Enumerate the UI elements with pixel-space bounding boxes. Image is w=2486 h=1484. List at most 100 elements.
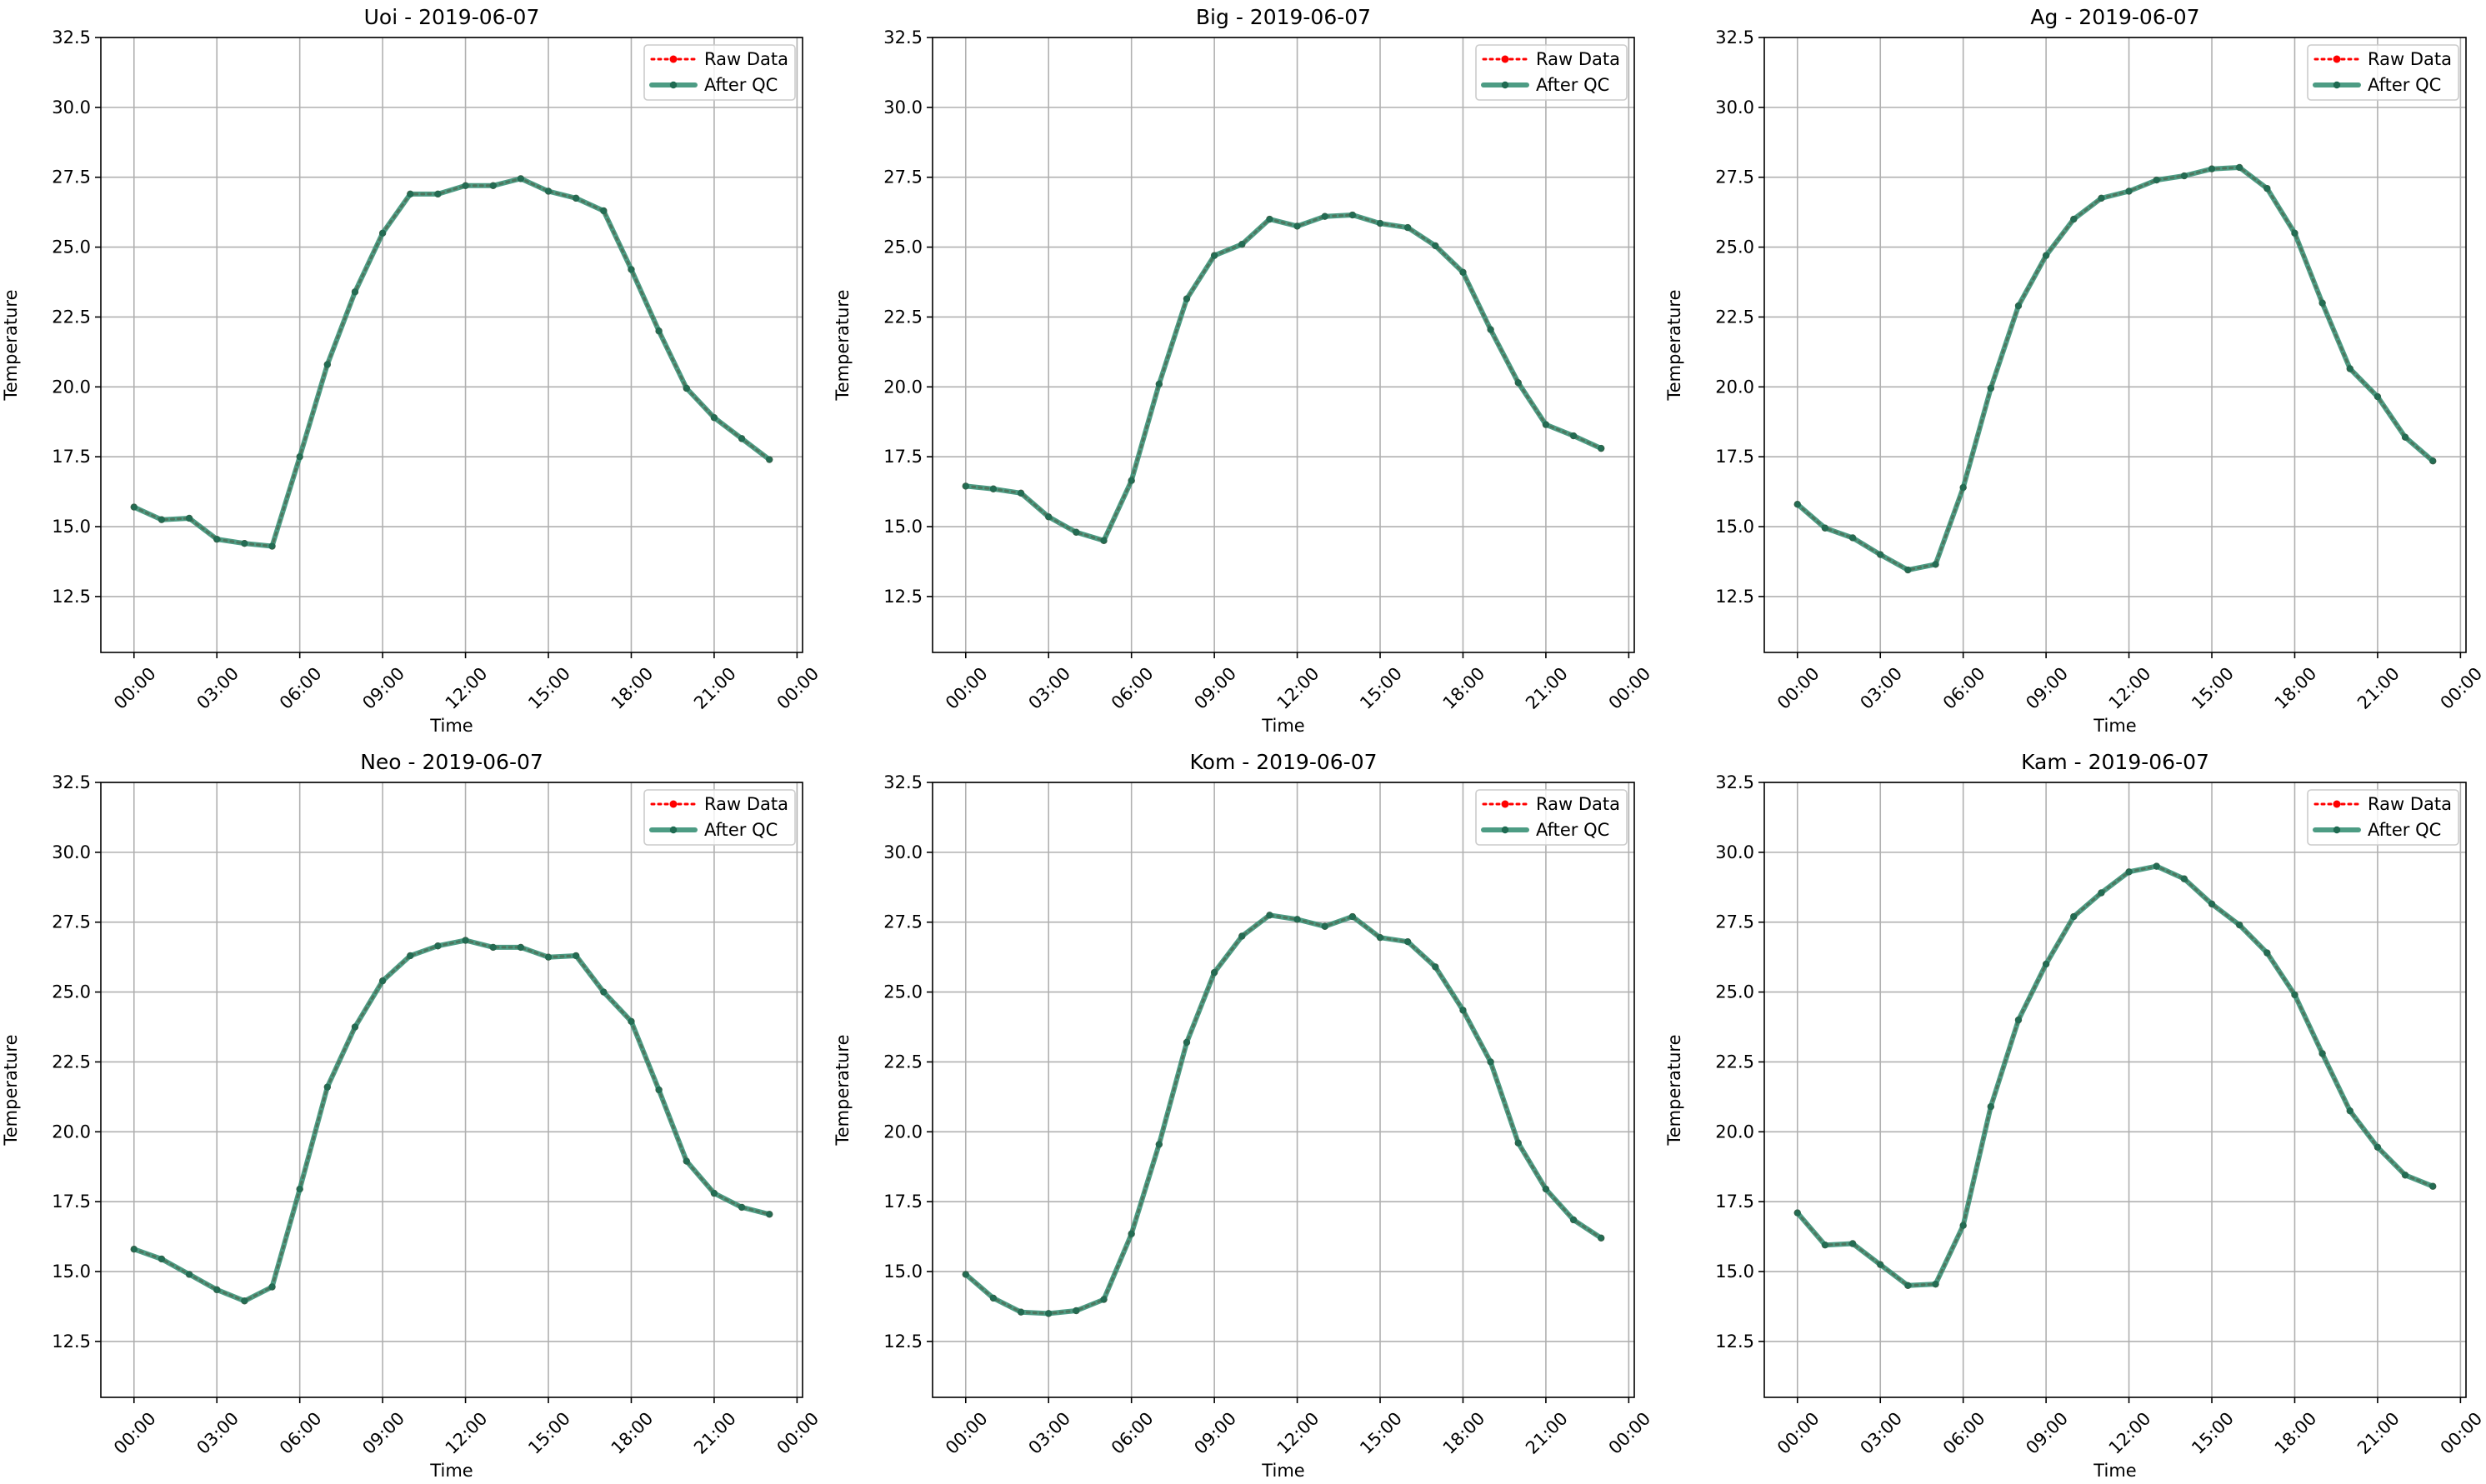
- data-point-after-qc: [1598, 444, 1605, 452]
- legend-label-after-qc: After QC: [704, 820, 778, 840]
- data-point-after-qc: [1459, 268, 1467, 276]
- y-tick-label: 15.0: [883, 1262, 923, 1282]
- y-tick-label: 22.5: [1715, 307, 1754, 327]
- y-tick-label: 30.0: [1715, 97, 1754, 117]
- plot-frame: [932, 782, 1635, 1398]
- chart-title: Kom - 2019-06-07: [1190, 750, 1378, 774]
- plot-frame: [1763, 782, 2467, 1398]
- data-point-after-qc: [1598, 1234, 1605, 1242]
- data-point-after-qc: [710, 1189, 718, 1197]
- y-tick-label: 17.5: [52, 1192, 91, 1212]
- data-point-after-qc: [544, 953, 553, 961]
- data-point-after-qc: [1100, 537, 1108, 545]
- data-point-after-qc: [407, 190, 414, 198]
- data-point-after-qc: [378, 229, 387, 237]
- data-point-after-qc: [1959, 483, 1967, 492]
- y-tick-label: 32.5: [1715, 27, 1754, 47]
- data-point-after-qc: [489, 182, 497, 189]
- y-tick-label: 20.0: [883, 1122, 923, 1142]
- data-point-after-qc: [1793, 1209, 1801, 1217]
- data-point-after-qc: [517, 943, 525, 952]
- y-tick-label: 27.5: [883, 167, 923, 187]
- data-point-after-qc: [962, 482, 969, 490]
- data-point-after-qc: [1432, 242, 1439, 250]
- y-tick-label: 12.5: [52, 1332, 91, 1352]
- data-point-after-qc: [1793, 501, 1801, 508]
- y-tick-label: 25.0: [883, 237, 923, 257]
- y-tick-label: 15.0: [883, 517, 923, 537]
- y-tick-label: 20.0: [883, 377, 923, 397]
- data-point-after-qc: [2014, 302, 2023, 310]
- grid: [1764, 37, 2466, 652]
- data-point-after-qc: [2263, 949, 2271, 957]
- data-point-after-qc: [989, 1294, 998, 1302]
- x-axis-label: Time: [1261, 1461, 1304, 1481]
- data-point-after-qc: [1376, 933, 1384, 942]
- y-tick-label: 12.5: [883, 1332, 923, 1352]
- data-point-after-qc: [1348, 912, 1357, 921]
- y-tick-label: 25.0: [52, 237, 91, 257]
- y-tick-label: 12.5: [883, 587, 923, 607]
- y-tick-label: 15.0: [1715, 1262, 1754, 1282]
- x-axis-label: Time: [2093, 1461, 2136, 1481]
- y-tick-label: 27.5: [1715, 912, 1754, 932]
- y-tick-label: 20.0: [1715, 1122, 1754, 1142]
- data-point-after-qc: [323, 1083, 332, 1091]
- y-tick-label: 15.0: [1715, 517, 1754, 537]
- legend-marker-after-qc: [2333, 81, 2341, 89]
- plot-frame: [100, 37, 803, 653]
- legend-marker-after-qc: [2333, 826, 2341, 834]
- data-point-after-qc: [1432, 963, 1439, 971]
- data-point-after-qc: [1821, 1241, 1829, 1249]
- data-point-after-qc: [1293, 222, 1301, 230]
- series-line-after-qc: [1794, 165, 2436, 572]
- series-line-after-qc: [963, 912, 1604, 1317]
- data-point-after-qc: [628, 266, 635, 273]
- x-axis-label: Time: [429, 1461, 473, 1481]
- y-axis-label: Temperature: [1664, 1034, 1684, 1146]
- y-tick-label: 12.5: [1715, 587, 1754, 607]
- legend: Raw Data After QC: [2307, 44, 2459, 101]
- legend-marker-raw-data: [669, 55, 678, 63]
- data-point-after-qc: [2098, 194, 2105, 202]
- y-tick-label: 32.5: [52, 27, 91, 47]
- grid: [101, 37, 803, 652]
- data-point-after-qc: [2070, 215, 2078, 223]
- y-axis-label: Temperature: [833, 1034, 853, 1146]
- y-axis-label: Temperature: [1664, 289, 1684, 401]
- y-tick-label: 30.0: [52, 842, 91, 862]
- legend: Raw Data After QC: [1475, 44, 1628, 101]
- data-point-after-qc: [130, 1246, 138, 1253]
- data-point-after-qc: [766, 1211, 773, 1218]
- data-point-after-qc: [1376, 219, 1384, 227]
- y-tick-label: 15.0: [52, 1262, 91, 1282]
- data-point-after-qc: [296, 452, 303, 461]
- data-point-after-qc: [462, 182, 469, 189]
- y-tick-label: 17.5: [1715, 1192, 1754, 1212]
- legend-label-raw-data: Raw Data: [2368, 794, 2452, 814]
- legend-label-after-qc: After QC: [1536, 820, 1609, 840]
- y-tick-label: 32.5: [1715, 772, 1754, 792]
- data-point-after-qc: [600, 207, 608, 215]
- data-point-after-qc: [1017, 489, 1025, 497]
- y-tick-label: 22.5: [52, 1052, 91, 1072]
- y-tick-label: 27.5: [52, 912, 91, 932]
- y-tick-label: 27.5: [52, 167, 91, 187]
- data-point-after-qc: [434, 190, 442, 198]
- y-axis-label: Temperature: [1, 1034, 21, 1146]
- data-point-after-qc: [600, 988, 608, 996]
- data-point-after-qc: [351, 1023, 359, 1031]
- data-point-after-qc: [683, 1157, 690, 1165]
- y-tick-label: 32.5: [52, 772, 91, 792]
- data-point-after-qc: [2401, 1172, 2409, 1179]
- data-point-after-qc: [2070, 912, 2078, 921]
- data-point-after-qc: [2346, 365, 2353, 372]
- data-point-after-qc: [2208, 165, 2216, 172]
- legend-marker-raw-data: [2333, 55, 2341, 63]
- data-point-after-qc: [766, 456, 773, 463]
- data-point-after-qc: [1542, 1185, 1550, 1193]
- series-line-after-qc: [1794, 863, 2436, 1288]
- legend: Raw Data After QC: [643, 44, 796, 101]
